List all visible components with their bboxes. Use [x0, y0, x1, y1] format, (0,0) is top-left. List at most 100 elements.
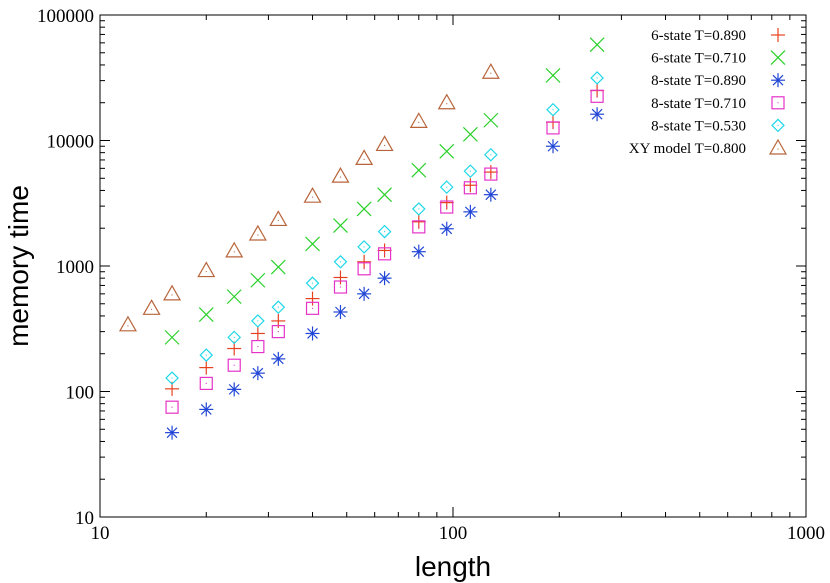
series-6 [118, 63, 500, 332]
data-point [463, 178, 478, 193]
y-tick-label: 100 [66, 383, 95, 404]
data-point [225, 241, 244, 258]
data-point [377, 247, 392, 261]
data-point [462, 126, 478, 142]
data-point [440, 200, 454, 214]
legend-marker [771, 118, 785, 133]
data-point [463, 204, 478, 219]
legend-marker [770, 50, 786, 66]
data-point [270, 259, 286, 275]
legend: 6-state T=0.890 6-state T=0.710 8-state T=… [629, 28, 788, 157]
data-point [271, 351, 286, 366]
data-point [118, 315, 137, 332]
data-point [142, 299, 161, 315]
legend-marker [771, 28, 785, 42]
data-points [118, 37, 605, 440]
data-point [546, 139, 561, 154]
data-point [165, 371, 179, 385]
legend-entry: 6-state T=0.890 [651, 28, 785, 44]
data-point [199, 402, 214, 417]
legend-label: XY model T=0.800 [629, 141, 746, 157]
data-point [412, 220, 426, 234]
data-point [483, 165, 498, 180]
data-point [411, 244, 426, 259]
y-tick-label: 100000 [37, 6, 94, 27]
data-point [271, 300, 286, 315]
data-point [546, 102, 560, 117]
data-point [227, 330, 242, 345]
data-point [590, 107, 605, 122]
legend-label: 6-state T=0.710 [651, 51, 746, 67]
y-tick-label: 10 [75, 508, 94, 529]
series-4 [165, 89, 604, 414]
legend-marker [771, 73, 785, 88]
data-point [439, 180, 454, 194]
data-point [483, 112, 499, 128]
data-point [357, 262, 371, 276]
data-point [333, 270, 348, 285]
data-point [305, 326, 320, 341]
data-point [546, 121, 560, 135]
data-point [545, 68, 561, 83]
data-point [248, 224, 267, 241]
data-point [199, 360, 214, 375]
data-point [357, 240, 371, 254]
legend-label: 8-state T=0.530 [651, 118, 746, 134]
legend-entry: 8-state T=0.710 [651, 96, 785, 112]
y-tick-label: 1000 [56, 257, 94, 278]
data-point [590, 71, 604, 85]
data-point [227, 382, 242, 397]
x-tick-label: 100 [439, 523, 468, 544]
legend-entry: 8-state T=0.890 [651, 73, 785, 89]
legend-entry: 6-state T=0.710 [651, 50, 786, 67]
axis-ticks [100, 15, 806, 517]
y-axis-title: memory time [3, 185, 34, 347]
legend-marker [771, 96, 785, 110]
data-point [409, 112, 428, 128]
data-point [250, 366, 265, 381]
data-point [377, 271, 392, 286]
data-point [411, 162, 427, 178]
data-point [481, 63, 500, 79]
data-point [484, 167, 498, 181]
data-point [199, 376, 213, 391]
data-point [357, 254, 372, 269]
legend-label: 8-state T=0.890 [651, 73, 746, 89]
x-tick-label: 10 [91, 523, 110, 544]
data-point [463, 164, 478, 178]
data-point [164, 329, 180, 345]
legend-marker [768, 138, 788, 155]
plot-frame [99, 14, 807, 518]
data-point [303, 186, 322, 203]
data-point [250, 314, 265, 328]
data-point [411, 202, 426, 216]
data-point [483, 147, 498, 162]
data-point [305, 276, 320, 291]
data-point [377, 187, 393, 203]
data-point [269, 210, 288, 227]
data-point [165, 400, 179, 414]
data-point [331, 166, 350, 183]
data-point [305, 236, 320, 252]
data-point [227, 358, 241, 372]
series-1 [165, 83, 605, 396]
data-point [483, 187, 498, 202]
data-point [437, 93, 456, 110]
data-point [375, 135, 394, 152]
data-point [163, 284, 182, 301]
data-point [198, 307, 214, 323]
legend-label: 8-state T=0.710 [651, 96, 746, 112]
data-point [250, 326, 265, 341]
data-point [590, 89, 604, 103]
data-point [377, 243, 392, 258]
legend-entry: XY model T=0.800 [629, 138, 788, 157]
data-point [250, 272, 266, 288]
data-point [333, 254, 348, 269]
data-point [333, 280, 348, 294]
tick-labels: 10 100 1000 10 100 1000 10000 100000 [37, 6, 825, 544]
data-point [333, 304, 348, 319]
data-point [355, 149, 374, 166]
data-point [199, 348, 214, 362]
series-2 [164, 37, 605, 345]
